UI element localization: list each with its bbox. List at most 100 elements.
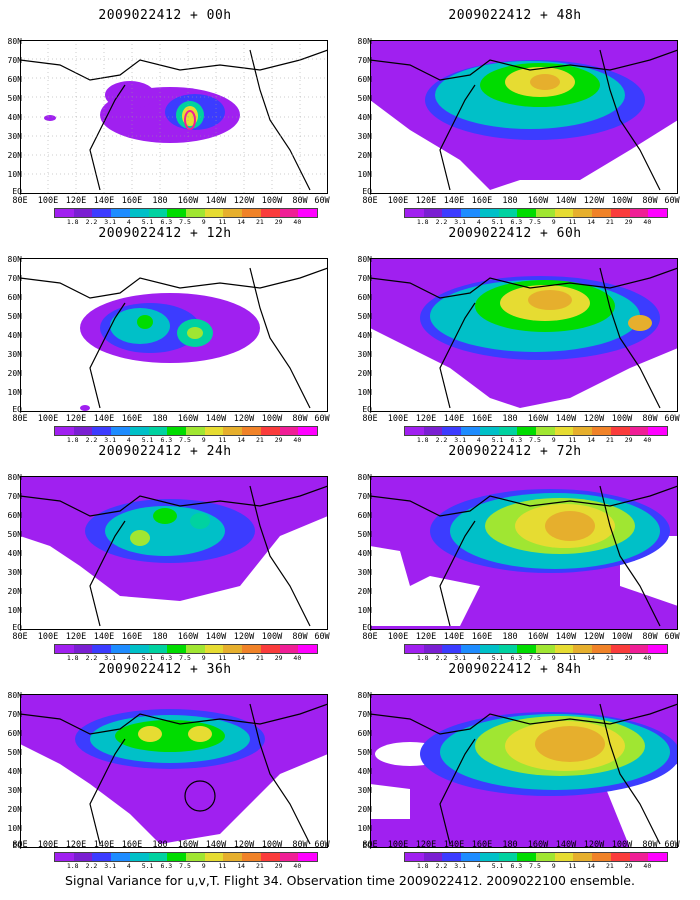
lat-label: 40N [357, 114, 372, 122]
colorbar-swatch [186, 853, 205, 861]
lon-label: 180 [502, 632, 518, 642]
lat-label: 20N [7, 588, 22, 596]
map-panel-12h: 2009022412 + 12h 1.8 2.2 3.1 4 5.1 6.3 7.5 9 11 1… [0, 218, 330, 444]
colorbar-swatch [260, 427, 280, 435]
colorbar-labels: 1.8 2.2 3.1 4 5.1 6.3 7.5 9 11 14 21 29 40 [54, 654, 316, 662]
colorbar-label: 14 [587, 218, 596, 226]
lat-label: 60N [357, 294, 372, 302]
colorbar-swatch [242, 427, 261, 435]
colorbar-swatch [629, 645, 649, 653]
colorbar-swatch [610, 209, 630, 217]
lon-label: 80W [642, 414, 658, 424]
lon-label: 160E [471, 840, 493, 850]
colorbar-label: 14 [587, 654, 596, 662]
variance-map [370, 476, 678, 630]
lon-label: 160E [121, 196, 143, 206]
colorbar-label: 1.8 [66, 654, 79, 662]
colorbar-label: 21 [255, 436, 264, 444]
colorbar-label: 9 [201, 436, 206, 444]
lat-label: 50N [7, 95, 22, 103]
lon-label: 160E [121, 632, 143, 642]
lon-label: 180 [502, 414, 518, 424]
colorbar-swatch [223, 209, 243, 217]
colorbar-swatch [204, 853, 224, 861]
colorbar-swatch [279, 645, 299, 653]
lat-label: EQ [12, 406, 22, 414]
lat-label: EQ [362, 188, 372, 196]
colorbar-label: 11 [218, 218, 227, 226]
colorbar-label: 1.8 [416, 436, 429, 444]
colorbar-swatch [554, 209, 574, 217]
colorbar-swatch [186, 427, 205, 435]
lon-label: 100W [261, 632, 283, 642]
colorbar-label: 3.1 [454, 862, 467, 870]
colorbar-label: 7.5 [179, 218, 191, 226]
colorbar-swatch [629, 209, 649, 217]
colorbar-label: 3.1 [454, 218, 467, 226]
lon-label: 120W [233, 414, 255, 424]
colorbar-label: 6.3 [160, 654, 173, 662]
lon-label: 100W [261, 840, 283, 850]
colorbar-label: 29 [624, 436, 633, 444]
lon-label: 100E [387, 414, 409, 424]
colorbar-swatch [442, 427, 462, 435]
colorbar-swatch [405, 427, 424, 435]
colorbar-label: 7.5 [179, 654, 191, 662]
lon-label: 140W [205, 632, 227, 642]
panel-title: 2009022412 + 12h [98, 226, 232, 241]
lat-label: 70N [7, 711, 22, 719]
colorbar-label: 4 [126, 862, 131, 870]
colorbar-swatch [554, 645, 574, 653]
colorbar-label: 21 [605, 862, 614, 870]
colorbar-swatch [479, 853, 499, 861]
colorbar-label: 4 [126, 654, 131, 662]
lon-label: 140W [205, 840, 227, 850]
lon-label: 140E [93, 414, 115, 424]
lon-label: 120E [415, 632, 437, 642]
colorbar-swatch [461, 853, 480, 861]
colorbar-swatch [461, 209, 480, 217]
lon-label: 100E [387, 840, 409, 850]
colorbar-swatch [73, 645, 93, 653]
lat-label: 10N [357, 389, 372, 397]
lat-label: EQ [362, 624, 372, 632]
colorbar-swatch [298, 427, 318, 435]
variance-map [370, 40, 678, 194]
lon-label: 80E [362, 840, 378, 850]
lat-label: EQ [12, 188, 22, 196]
lat-label: 50N [7, 749, 22, 757]
colorbar [54, 208, 318, 218]
colorbar [404, 208, 668, 218]
lat-label: 50N [357, 531, 372, 539]
lat-label: 60N [7, 294, 22, 302]
colorbar-swatch [573, 427, 593, 435]
colorbar-swatch [517, 645, 537, 653]
lon-label: 100W [611, 840, 633, 850]
lon-label: 60W [314, 196, 330, 206]
colorbar-swatch [405, 209, 424, 217]
lon-label: 180 [152, 196, 168, 206]
colorbar-label: 6.3 [510, 436, 523, 444]
lon-label: 120E [415, 840, 437, 850]
colorbar-label: 40 [643, 654, 652, 662]
lon-label: 80E [12, 632, 28, 642]
lat-label: 60N [7, 730, 22, 738]
lon-label: 160E [471, 196, 493, 206]
colorbar-label: 6.3 [160, 218, 173, 226]
lat-label: 20N [357, 806, 372, 814]
colorbar [404, 426, 668, 436]
lat-label: 50N [357, 95, 372, 103]
colorbar-label: 21 [255, 654, 264, 662]
colorbar-label: 14 [587, 862, 596, 870]
colorbar-label: 40 [293, 436, 302, 444]
colorbar-label: 5.1 [141, 654, 154, 662]
panel-title: 2009022412 + 84h [448, 662, 582, 677]
colorbar-swatch [629, 853, 649, 861]
lon-label: 120W [583, 632, 605, 642]
colorbar-label: 3.1 [104, 862, 117, 870]
colorbar-swatch [536, 427, 555, 435]
lon-label: 120W [583, 196, 605, 206]
colorbar-swatch [298, 209, 318, 217]
colorbar-swatch [186, 645, 205, 653]
lat-label: 10N [7, 825, 22, 833]
